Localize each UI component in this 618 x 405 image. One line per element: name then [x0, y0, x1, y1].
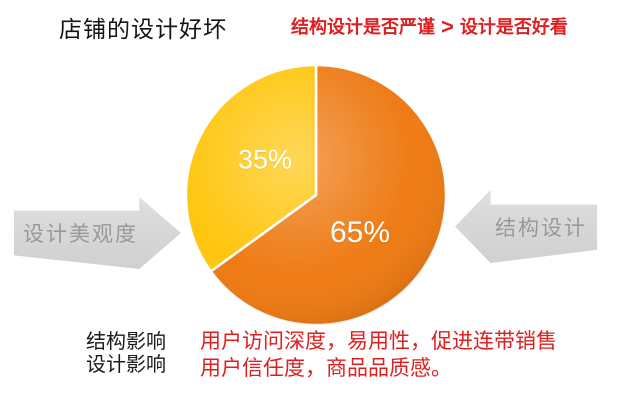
- pie-chart-svg: [184, 63, 448, 327]
- footer-row-label-structure: 结构影响: [86, 331, 166, 353]
- footer-impact-line-2: 用户信任度，商品品质感。: [200, 357, 452, 380]
- footer-impact-line-1: 用户访问深度，易用性，促进连带销售: [200, 330, 557, 353]
- pie-slice-label-structure: 65%: [329, 216, 391, 249]
- comparison-right: 设计是否好看: [459, 17, 568, 37]
- comparison-statement: 结构设计是否严谨 > 设计是否好看: [291, 13, 568, 40]
- footer-row-label-design: 设计影响: [86, 354, 166, 376]
- footer-row-labels: 结构影响 设计影响: [86, 331, 166, 377]
- pie-slice-label-aesthetics: 35%: [237, 144, 293, 175]
- footer-impact-text: 用户访问深度，易用性，促进连带销售 用户信任度，商品品质感。: [200, 328, 557, 382]
- left-arrow-aesthetics: 设计美观度: [14, 197, 181, 269]
- comparison-left: 结构设计是否严谨: [291, 17, 435, 37]
- right-arrow-label: 结构设计: [495, 216, 587, 240]
- left-arrow-label: 设计美观度: [23, 223, 138, 246]
- greater-than-symbol: >: [441, 14, 454, 39]
- page-title: 店铺的设计好坏: [59, 16, 227, 42]
- pie-chart: [180, 59, 452, 331]
- right-arrow-structure: 结构设计: [455, 190, 597, 263]
